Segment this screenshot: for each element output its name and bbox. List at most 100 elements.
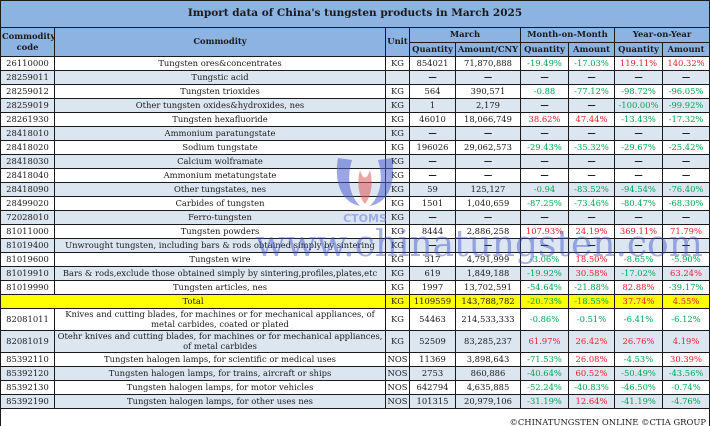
yoy-amount-cell: -43.56%: [661, 366, 710, 381]
march-quantity-cell: 619: [409, 266, 456, 281]
commodity-code-cell: 28259019: [0, 98, 55, 113]
header-march: March: [409, 27, 521, 43]
table-row: 28499020 Carbides of tungsten KG 1501 1,040,…: [0, 196, 710, 211]
commodity-code-cell: 85392110: [0, 352, 55, 367]
mom-quantity-cell: —: [520, 126, 569, 141]
mom-amount-cell: —: [568, 238, 615, 253]
march-quantity-cell: 59: [409, 182, 456, 197]
yoy-quantity-cell: -17.02%: [614, 266, 663, 281]
yoy-amount-cell: —: [661, 154, 710, 169]
unit-cell: KG: [385, 210, 410, 225]
table-row: 81019600 Tungsten wire KG 317 4,791,999 -3.06…: [0, 252, 710, 267]
unit-cell: KG: [385, 280, 410, 295]
yoy-quantity-cell: —: [614, 210, 663, 225]
table-row: 85392130 Tungsten halogen lamps, for moto…: [0, 380, 710, 395]
unit-cell: KG: [385, 330, 410, 353]
yoy-amount-cell: -6.12%: [661, 308, 710, 331]
mom-quantity-cell: -0.94: [520, 182, 569, 197]
commodity-code-cell: 28418010: [0, 126, 55, 141]
yoy-quantity-cell: -98.72%: [614, 84, 663, 99]
unit-cell: KG: [385, 196, 410, 211]
table-row: 28418020 Sodium tungstate KG 196026 29,062,5…: [0, 140, 710, 155]
total-yoy-quantity-cell: 37.74%: [614, 294, 663, 309]
commodity-code-cell: 81011000: [0, 224, 55, 239]
commodity-name-cell: Ammonium metatungstate: [54, 168, 386, 183]
table-row: 85392110 Tungsten halogen lamps, for scie…: [0, 352, 710, 367]
table-row: 28418090 Other tungstates, nes KG 59 125,127…: [0, 182, 710, 197]
commodity-code-cell: 28259011: [0, 70, 55, 85]
table-row: 28418030 Calcium wolframate KG — — — — — —: [0, 154, 710, 169]
march-quantity-cell: 1997: [409, 280, 456, 295]
yoy-amount-cell: —: [661, 238, 710, 253]
total-yoy-amount-cell: 4.55%: [661, 294, 710, 309]
total-unit-cell: KG: [385, 294, 410, 309]
mom-amount-cell: -77.12%: [568, 84, 615, 99]
yoy-quantity-cell: 82.88%: [614, 280, 663, 295]
yoy-amount-cell: 71.79%: [661, 224, 710, 239]
table-row: 82081019 Otehr knives and cutting blades,…: [0, 330, 710, 353]
commodity-code-cell: 28418040: [0, 168, 55, 183]
commodity-name-cell: Tungstic acid: [54, 70, 386, 85]
mom-amount-cell: -83.52%: [568, 182, 615, 197]
march-quantity-cell: 8444: [409, 224, 456, 239]
commodity-code-cell: 26110000: [0, 56, 55, 71]
table-row: 85392120 Tungsten halogen lamps, for trai…: [0, 366, 710, 381]
commodity-name-cell: Carbides of tungsten: [54, 196, 386, 211]
mom-quantity-cell: 61.97%: [520, 330, 569, 353]
total-row: Total KG 1109559 143,788,782 -20.73% -18.55% 3…: [0, 294, 710, 309]
march-amount-cell: 4,635,885: [455, 380, 521, 395]
march-amount-cell: 20,979,106: [455, 394, 521, 409]
commodity-name-cell: Otehr knives and cutting blades, for mac…: [54, 330, 386, 353]
commodity-name-cell: Ferro-tungsten: [54, 210, 386, 225]
commodity-name-cell: Tungsten articles, nes: [54, 280, 386, 295]
mom-quantity-cell: —: [520, 154, 569, 169]
header-mom-amount: Amount: [568, 42, 615, 57]
commodity-code-cell: 85392120: [0, 366, 55, 381]
march-amount-cell: 125,127: [455, 182, 521, 197]
header-yoy-amount: Amount: [661, 42, 710, 57]
march-quantity-cell: 1: [409, 98, 456, 113]
mom-amount-cell: -21.88%: [568, 280, 615, 295]
header-march-amount: Amount/CNY: [455, 42, 521, 57]
march-quantity-cell: 101315: [409, 394, 456, 409]
total-label-cell: Total: [0, 294, 386, 309]
yoy-amount-cell: -96.05%: [661, 84, 710, 99]
march-quantity-cell: 642794: [409, 380, 456, 395]
yoy-amount-cell: -39.17%: [661, 280, 710, 295]
mom-quantity-cell: 107.93%: [520, 224, 569, 239]
march-quantity-cell: 11369: [409, 352, 456, 367]
header-year-on-year: Year-on-Year: [613, 27, 710, 43]
yoy-quantity-cell: —: [614, 154, 663, 169]
table-title: Import data of China's tungsten products…: [0, 0, 710, 28]
unit-cell: KG: [385, 98, 410, 113]
commodity-code-cell: 28259012: [0, 84, 55, 99]
mom-quantity-cell: —: [520, 98, 569, 113]
commodity-code-cell: 81019910: [0, 266, 55, 281]
yoy-quantity-cell: -46.50%: [614, 380, 663, 395]
unit-cell: KG: [385, 56, 410, 71]
march-amount-cell: —: [455, 210, 521, 225]
mom-quantity-cell: -0.86%: [520, 308, 569, 331]
header-month-on-month: Month-on-Month: [520, 27, 615, 43]
yoy-quantity-cell: -4.53%: [614, 352, 663, 367]
march-quantity-cell: 52509: [409, 330, 456, 353]
march-quantity-cell: —: [409, 70, 456, 85]
march-amount-cell: —: [455, 126, 521, 141]
march-amount-cell: —: [455, 154, 521, 169]
yoy-quantity-cell: 369.11%: [614, 224, 663, 239]
yoy-quantity-cell: -41.19%: [614, 394, 663, 409]
mom-amount-cell: -0.51%: [568, 308, 615, 331]
yoy-quantity-cell: -13.43%: [614, 112, 663, 127]
header-commodity: Commodity: [54, 27, 386, 57]
march-amount-cell: 3,898,643: [455, 352, 521, 367]
yoy-amount-cell: -68.30%: [661, 196, 710, 211]
mom-amount-cell: 26.08%: [568, 352, 615, 367]
mom-quantity-cell: -71.53%: [520, 352, 569, 367]
header-yoy-quantity: Quantity: [614, 42, 663, 57]
mom-quantity-cell: —: [520, 210, 569, 225]
mom-quantity-cell: -52.24%: [520, 380, 569, 395]
table-row: 81019990 Tungsten articles, nes KG 1997 13,7…: [0, 280, 710, 295]
commodity-code-cell: 85392130: [0, 380, 55, 395]
commodity-code-cell: 81019400: [0, 238, 55, 253]
march-quantity-cell: —: [409, 154, 456, 169]
